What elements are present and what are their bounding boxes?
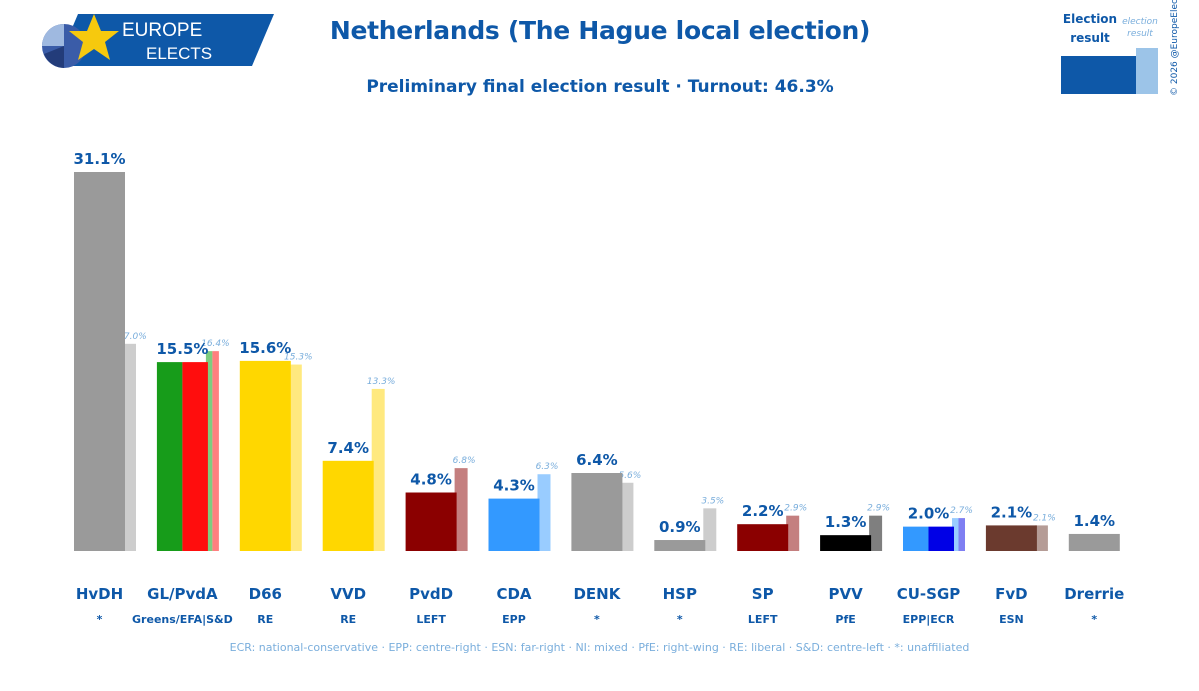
current-result-bar (571, 473, 623, 551)
party-name-label: CU-SGP (897, 585, 961, 603)
current-result-label: 15.6% (239, 339, 291, 357)
legend-key-previous-swatch (1136, 48, 1158, 94)
party-group-label: RE (257, 613, 273, 626)
party-name-label: CDA (496, 585, 531, 603)
current-result-bar (182, 362, 208, 551)
europe-elects-logo: EUROPE ELECTS (42, 14, 274, 68)
legend-key-current-swatch (1061, 56, 1136, 94)
party-name-label: VVD (330, 585, 366, 603)
party-name-label: HSP (663, 585, 697, 603)
previous-result-label: 2.1% (1033, 513, 1056, 523)
current-result-label: 4.3% (493, 477, 535, 495)
previous-result-bar (371, 388, 385, 551)
party-group-label: * (97, 613, 103, 626)
current-result-label: 1.4% (1073, 512, 1115, 530)
party-name-label: HvDH (76, 585, 123, 603)
legend-key: Election result election result (1058, 10, 1173, 100)
previous-result-bar (537, 474, 551, 551)
current-result-bar (1068, 533, 1120, 551)
party-group-label: PfE (835, 613, 855, 626)
previous-result-bar (1034, 525, 1048, 551)
current-result-bar (488, 498, 540, 551)
previous-result-bar (952, 518, 959, 551)
previous-result-label: 16.4% (201, 339, 230, 349)
current-result-label: 1.3% (825, 513, 867, 531)
current-result-label: 15.5% (156, 340, 208, 358)
current-result-bar (928, 526, 954, 551)
current-result-label: 2.0% (908, 505, 950, 523)
current-result-bar (322, 460, 374, 551)
previous-result-label: 5.6% (618, 471, 641, 481)
party-name-label: FvD (995, 585, 1027, 603)
previous-result-bar (454, 468, 468, 551)
footnote: ECR: national-conservative · EPP: centre… (229, 641, 970, 654)
previous-result-label: 3.5% (701, 496, 724, 506)
current-result-bar (903, 526, 929, 551)
previous-result-label: 2.7% (950, 506, 973, 516)
previous-result-bar (620, 482, 634, 551)
party-name-label: Drerrie (1064, 585, 1124, 603)
previous-result-label: 17.0% (118, 332, 147, 342)
current-result-bar (737, 524, 789, 551)
party-group-label: LEFT (416, 613, 446, 626)
current-result-bar (985, 525, 1037, 551)
party-group-label: LEFT (748, 613, 778, 626)
brand-line1: EUROPE (122, 20, 202, 41)
party-group-label: EPP|ECR (903, 613, 955, 626)
party-group-label: ESN (999, 613, 1024, 626)
party-group-label: Greens/EFA|S&D (132, 613, 233, 626)
party-name-label: DENK (573, 585, 621, 603)
previous-result-bar (123, 343, 136, 551)
page-title: Netherlands (The Hague local election) (329, 16, 871, 45)
party-group-label: * (594, 613, 600, 626)
current-result-bar (654, 540, 706, 551)
party-name-label: GL/PvdA (147, 585, 218, 603)
current-result-bar (405, 492, 457, 551)
party-group-label: * (677, 613, 683, 626)
party-name-label: PvdD (409, 585, 453, 603)
legend-key-previous-label: election result (1122, 17, 1158, 39)
previous-result-label: 15.3% (284, 353, 313, 363)
current-result-bar (820, 535, 872, 551)
previous-result-bar (288, 364, 302, 551)
current-result-label: 2.1% (991, 503, 1033, 521)
party-name-label: SP (752, 585, 774, 603)
current-result-label: 6.4% (576, 451, 618, 469)
current-result-label: 31.1% (73, 150, 125, 168)
previous-result-label: 6.3% (536, 462, 559, 472)
previous-result-bar (212, 351, 219, 551)
previous-result-label: 13.3% (367, 377, 396, 387)
previous-result-bar (205, 351, 213, 551)
current-result-label: 7.4% (327, 439, 369, 457)
previous-result-label: 6.8% (453, 456, 476, 466)
party-name-label: D66 (249, 585, 282, 603)
legend-key-current-label: Election result (1062, 12, 1118, 45)
previous-result-bar (869, 515, 883, 551)
previous-result-bar (786, 515, 800, 551)
party-group-label: * (1091, 613, 1097, 626)
party-group-label: RE (340, 613, 356, 626)
page-subtitle: Preliminary final election result · Turn… (366, 77, 834, 97)
current-result-bar (239, 360, 291, 551)
current-result-label: 4.8% (410, 471, 452, 489)
party-name-label: PVV (828, 585, 863, 603)
current-result-label: 0.9% (659, 518, 701, 536)
previous-result-bar (958, 518, 965, 551)
current-result-bar (156, 362, 183, 551)
previous-result-label: 2.9% (867, 504, 890, 514)
current-result-label: 2.2% (742, 502, 784, 520)
previous-result-label: 2.9% (784, 504, 807, 514)
previous-result-bar (703, 508, 717, 551)
party-group-label: EPP (502, 613, 526, 626)
brand-line2: ELECTS (146, 44, 212, 63)
current-result-bar (74, 172, 125, 551)
